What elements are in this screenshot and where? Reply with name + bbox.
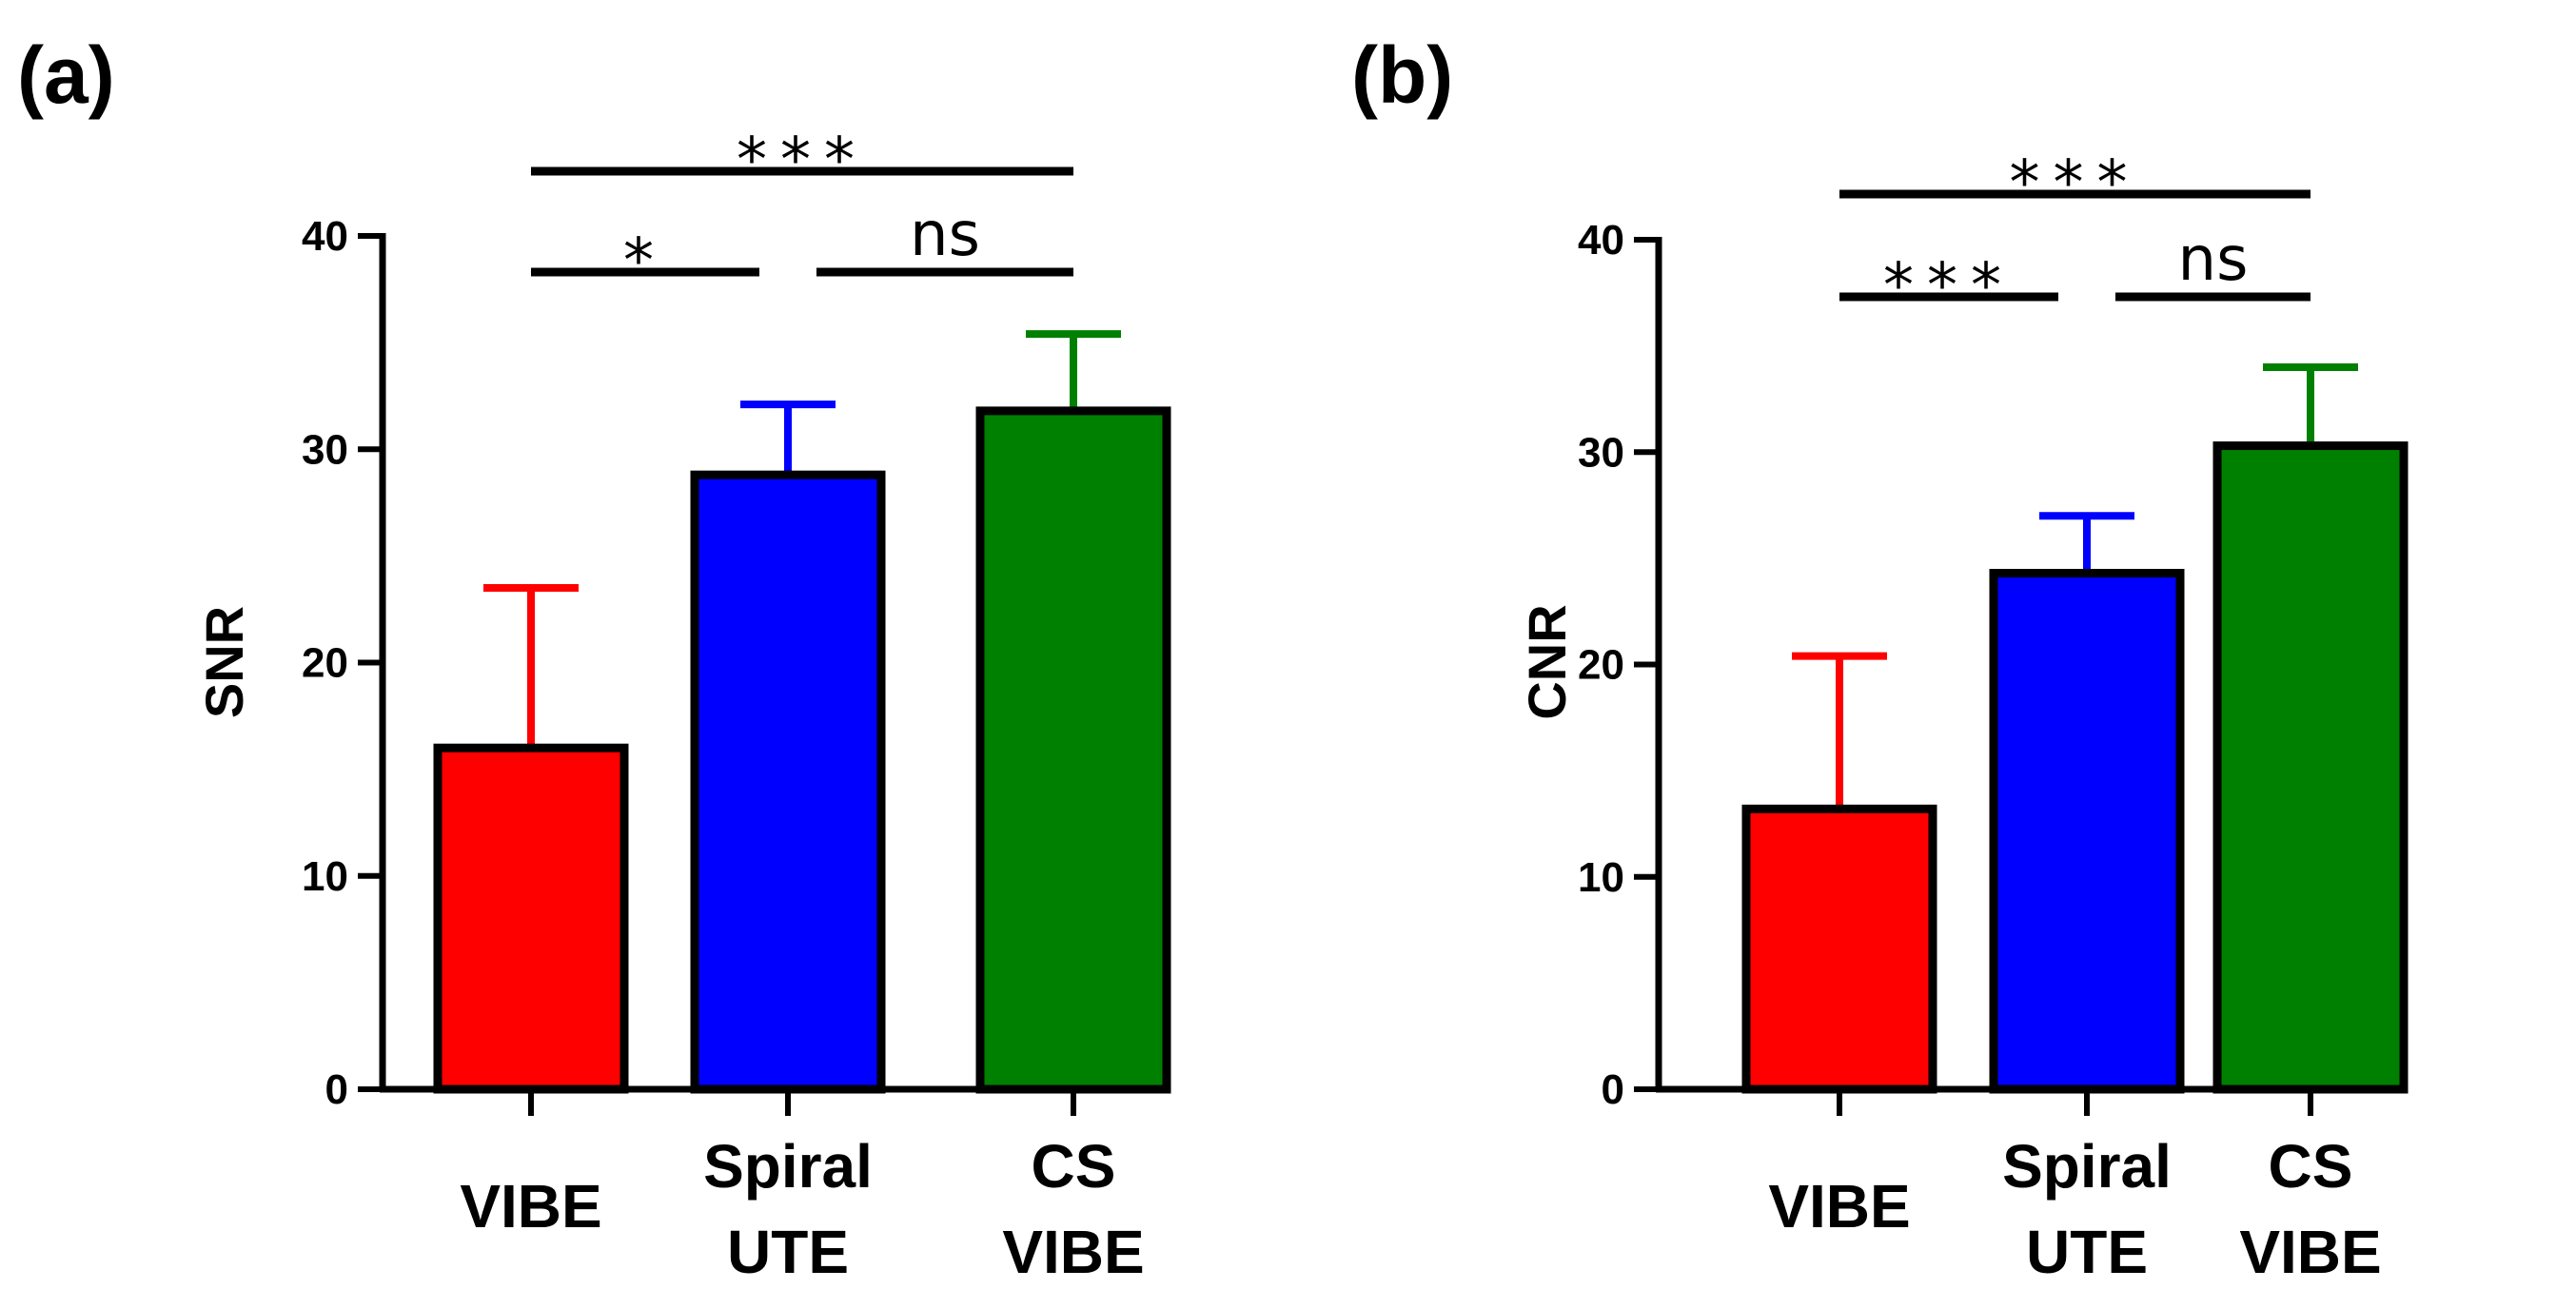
y-tick-label: 30	[1578, 429, 1624, 476]
y-tick-label: 0	[325, 1066, 348, 1113]
y-tick-label: 30	[302, 426, 348, 473]
bar	[690, 470, 886, 1094]
panel-b: (b) CNR 0 10 20 30 40 VIBE Spiral UTE CS VIBE *** ***…	[1351, 30, 2409, 1286]
bar	[1989, 569, 2185, 1094]
y-tick-label: 40	[1578, 217, 1624, 264]
x-category-label: VIBE	[1768, 1172, 1910, 1241]
x-category-label: Spiral	[703, 1132, 873, 1201]
significance-label: *	[623, 226, 667, 297]
x-category-label: UTE	[727, 1218, 849, 1286]
bar	[433, 743, 629, 1094]
bar	[975, 406, 1171, 1094]
x-category-label: CS	[2269, 1132, 2353, 1201]
x-category-label: UTE	[2026, 1218, 2148, 1286]
y-tick-label: 10	[1578, 854, 1624, 901]
significance-label: ***	[737, 126, 868, 196]
significance-label: ns	[910, 200, 980, 270]
y-tick-label: 0	[1602, 1066, 1624, 1113]
panel-label: (a)	[17, 30, 115, 120]
y-axis-title: SNR	[194, 606, 254, 718]
x-category-label: VIBE	[1002, 1218, 1144, 1286]
significance-label: ***	[1883, 251, 2015, 322]
y-tick-label: 20	[1578, 642, 1624, 689]
significance-label: ns	[2178, 225, 2249, 295]
x-category-label: CS	[1032, 1132, 1116, 1201]
y-tick-label: 40	[302, 213, 348, 260]
bar	[2212, 441, 2409, 1094]
y-axis-title: CNR	[1517, 604, 1577, 719]
x-category-label: VIBE	[2239, 1218, 2381, 1286]
panel-label: (b)	[1351, 30, 1453, 120]
significance-label: ***	[2010, 148, 2141, 219]
bar	[1741, 804, 1937, 1094]
y-tick-label: 10	[302, 853, 348, 900]
x-category-label: Spiral	[2002, 1132, 2172, 1201]
y-tick-label: 20	[302, 640, 348, 687]
x-category-label: VIBE	[460, 1172, 601, 1241]
